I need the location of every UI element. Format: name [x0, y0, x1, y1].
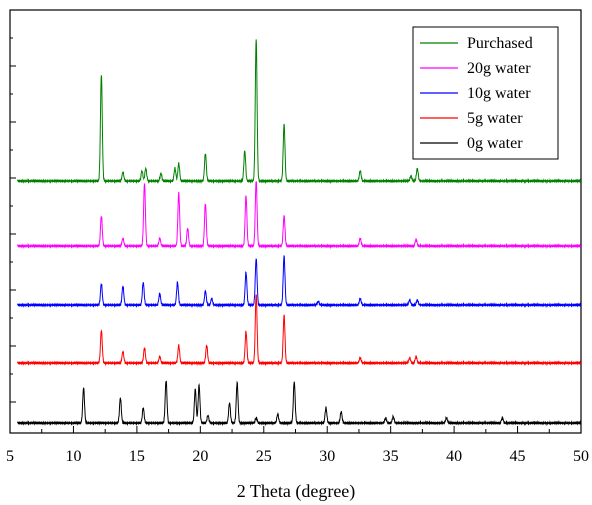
series-line [17, 39, 582, 185]
x-axis-ticks: 5 10 15 20 25 30 35 40 45 50 [6, 426, 589, 465]
x-axis-title: 2 Theta (degree) [237, 481, 356, 502]
series-line [17, 294, 582, 367]
series-line [17, 181, 582, 250]
series-line [17, 380, 582, 427]
x-tick-label: 15 [129, 448, 145, 465]
x-tick-label: 25 [256, 448, 272, 465]
x-tick-label: 30 [319, 448, 335, 465]
legend: Purchased 20g water 10g water 5g water 0g wa… [412, 26, 559, 160]
x-tick-label: 50 [573, 448, 589, 465]
x-tick-label: 45 [510, 448, 526, 465]
series-layer [17, 39, 582, 427]
series-line [17, 255, 582, 309]
legend-label: 10g water [467, 85, 531, 102]
x-tick-label: 35 [383, 448, 399, 465]
legend-label: 20g water [467, 60, 531, 77]
x-tick-label: 10 [65, 448, 81, 465]
legend-label: Purchased [467, 35, 533, 52]
legend-label: 0g water [467, 135, 523, 152]
minor-ticks [10, 37, 550, 433]
x-tick-label: 5 [6, 448, 14, 465]
legend-label: 5g water [467, 110, 523, 127]
x-tick-label: 40 [446, 448, 462, 465]
x-tick-label: 20 [192, 448, 208, 465]
